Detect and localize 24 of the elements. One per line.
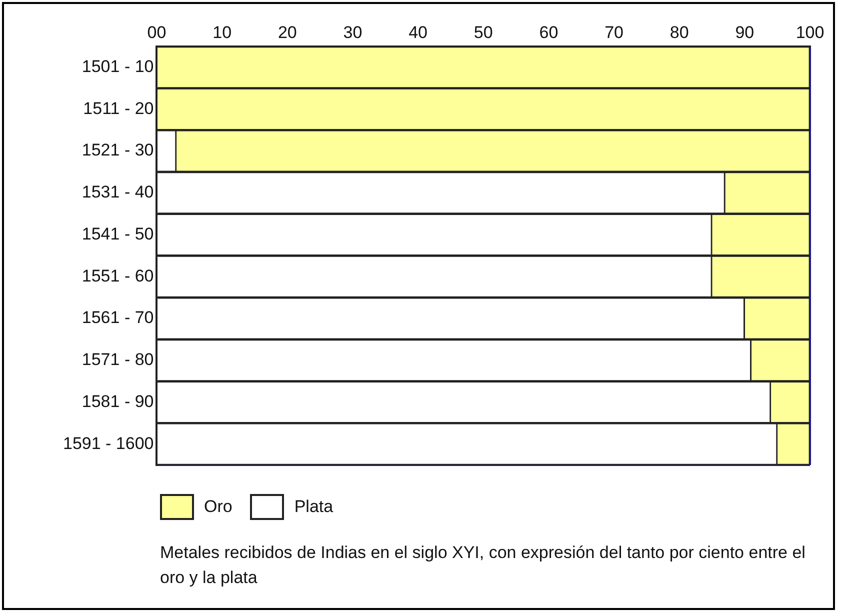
y-tick-label: 1501 - 10 — [82, 57, 154, 76]
y-tick-label: 1561 - 70 — [82, 308, 154, 328]
x-tick-label: 80 — [670, 22, 689, 42]
y-tick-label: 1571 - 80 — [82, 350, 154, 370]
x-tick-label: 00 — [147, 22, 166, 42]
x-tick-label: 90 — [735, 22, 754, 42]
y-tick-label: 1591 - 1600 — [62, 434, 154, 453]
x-tick-label: 60 — [539, 22, 558, 42]
x-tick-label: 100 — [796, 22, 824, 42]
series-label: Plata — [294, 497, 334, 517]
legend-label: Oro — [204, 497, 232, 517]
y-tick-label: 1551 - 60 — [82, 266, 154, 286]
y-tick-label: 1521 - 30 — [82, 140, 154, 160]
x-tick-label: 70 — [604, 22, 624, 42]
y-tick-label: 1581 - 90 — [82, 392, 154, 411]
x-tick-label: 30 — [343, 22, 362, 42]
y-tick-label: 1531 - 40 — [82, 182, 154, 202]
y-tick-label: 1541 - 50 — [82, 224, 154, 244]
x-tick-label: 50 — [474, 22, 493, 42]
text: Metales recibidos de Indias en el siglo XYI, con expresión del tanto por ciento entre el oro y la plata — [160, 542, 806, 589]
x-tick-label: 40 — [408, 22, 428, 42]
y-tick-label: 1511 - 20 — [83, 98, 154, 118]
x-tick-label: 20 — [278, 22, 297, 42]
x-tick-label: 10 — [212, 22, 232, 42]
